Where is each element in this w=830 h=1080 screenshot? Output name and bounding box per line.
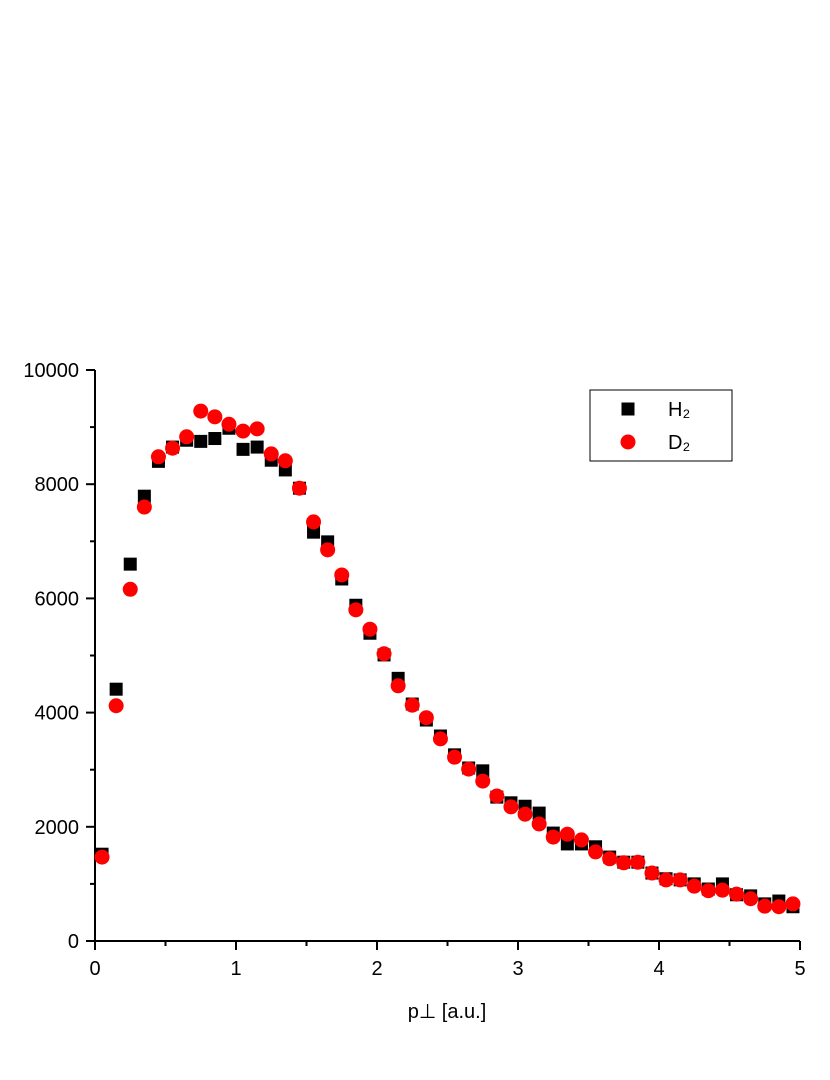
point bbox=[729, 886, 745, 902]
point bbox=[489, 788, 505, 804]
point bbox=[250, 440, 264, 454]
point bbox=[136, 499, 152, 515]
x-tick-label: 2 bbox=[371, 958, 382, 980]
point bbox=[306, 514, 322, 530]
point bbox=[376, 646, 392, 662]
point bbox=[658, 872, 674, 888]
point bbox=[545, 829, 561, 845]
y-tick-label: 4000 bbox=[35, 703, 80, 725]
point bbox=[700, 883, 716, 899]
point bbox=[108, 698, 124, 714]
x-axis-label: p⊥ [a.u.] bbox=[408, 1001, 487, 1023]
point bbox=[208, 432, 222, 446]
point bbox=[503, 799, 519, 815]
point bbox=[616, 855, 632, 871]
point bbox=[137, 489, 151, 503]
point bbox=[249, 421, 265, 437]
point bbox=[123, 557, 137, 571]
point bbox=[109, 682, 123, 696]
point bbox=[559, 826, 575, 842]
point bbox=[588, 844, 604, 860]
y-tick-label: 6000 bbox=[35, 588, 80, 610]
point bbox=[686, 878, 702, 894]
y-tick-label: 10000 bbox=[23, 360, 79, 382]
x-tick-label: 0 bbox=[89, 958, 100, 980]
point bbox=[418, 710, 434, 726]
point bbox=[122, 581, 138, 597]
point bbox=[573, 832, 589, 848]
point bbox=[447, 749, 463, 765]
point bbox=[362, 621, 378, 637]
point bbox=[307, 525, 321, 539]
point bbox=[348, 602, 364, 618]
x-tick-label: 4 bbox=[653, 958, 664, 980]
point bbox=[630, 854, 646, 870]
point bbox=[432, 731, 448, 747]
point bbox=[179, 429, 195, 445]
point bbox=[714, 882, 730, 898]
point bbox=[235, 423, 251, 439]
point bbox=[672, 872, 688, 888]
point bbox=[404, 697, 420, 713]
point bbox=[207, 409, 223, 425]
point bbox=[531, 816, 547, 832]
point bbox=[165, 440, 181, 456]
legend-label: H₂ bbox=[668, 399, 690, 421]
point bbox=[277, 453, 293, 469]
point bbox=[757, 898, 773, 914]
point bbox=[461, 761, 477, 777]
y-tick-label: 2000 bbox=[35, 817, 80, 839]
x-tick-label: 1 bbox=[230, 958, 241, 980]
point bbox=[221, 416, 237, 432]
y-tick-label: 8000 bbox=[35, 474, 80, 496]
point bbox=[771, 899, 787, 915]
point bbox=[291, 480, 307, 496]
legend-label: D₂ bbox=[668, 432, 690, 454]
legend-marker bbox=[621, 402, 635, 416]
legend bbox=[589, 389, 733, 462]
point bbox=[475, 773, 491, 789]
y-tick-label: 0 bbox=[68, 931, 79, 953]
point bbox=[94, 849, 110, 865]
point bbox=[476, 764, 490, 778]
point bbox=[334, 567, 350, 583]
point bbox=[644, 865, 660, 881]
x-tick-label: 5 bbox=[794, 958, 805, 980]
point bbox=[390, 678, 406, 694]
point bbox=[320, 542, 336, 558]
point bbox=[150, 449, 166, 465]
point bbox=[263, 446, 279, 462]
point bbox=[743, 891, 759, 907]
legend-marker bbox=[620, 434, 636, 450]
point bbox=[532, 806, 546, 820]
point bbox=[193, 403, 209, 419]
point bbox=[785, 896, 801, 912]
point bbox=[236, 442, 250, 456]
point bbox=[194, 434, 208, 448]
point bbox=[602, 851, 618, 867]
point bbox=[517, 806, 533, 822]
x-tick-label: 3 bbox=[512, 958, 523, 980]
